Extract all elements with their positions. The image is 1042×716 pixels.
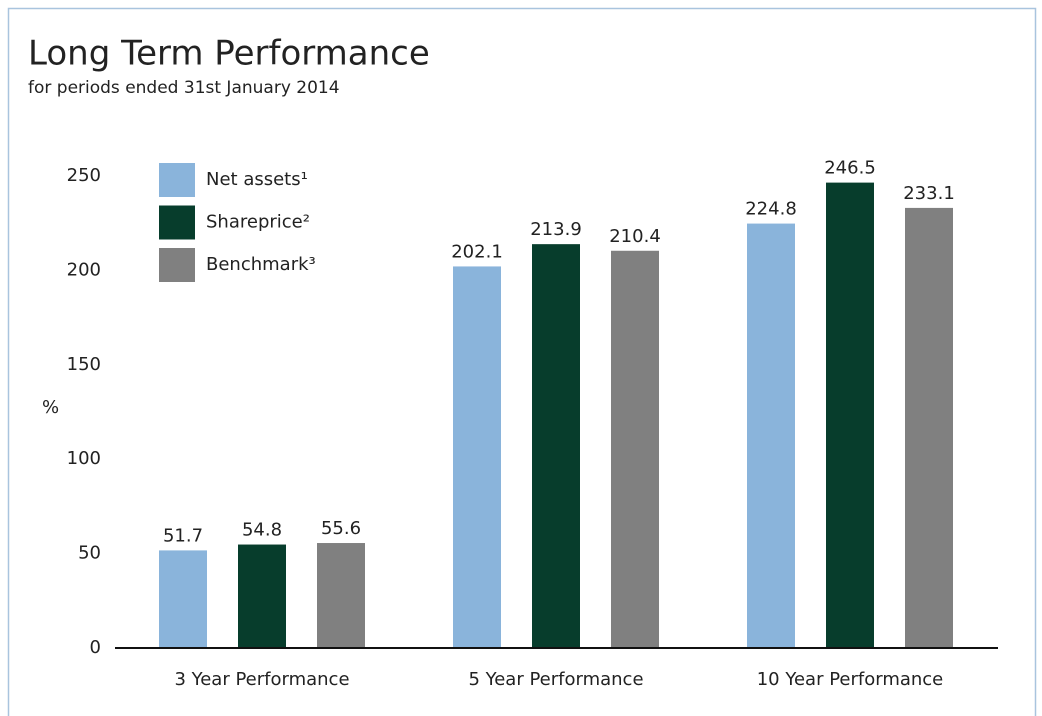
bar — [747, 223, 795, 648]
chart-subtitle: for periods ended 31st January 2014 — [28, 78, 340, 98]
value-label: 224.8 — [745, 199, 797, 220]
y-tick-label: 200 — [67, 259, 101, 280]
value-label: 213.9 — [530, 219, 582, 240]
x-tick-label: 5 Year Performance — [468, 669, 643, 690]
legend-swatch — [159, 248, 195, 282]
y-tick-label: 150 — [67, 354, 101, 375]
bar — [238, 544, 286, 648]
frame — [7, 7, 1037, 716]
legend-label: Shareprice² — [206, 212, 310, 233]
bar — [826, 182, 874, 648]
bar — [159, 550, 207, 648]
y-axis-label: % — [42, 397, 59, 418]
bar — [317, 543, 365, 648]
value-label: 54.8 — [242, 520, 282, 541]
value-label: 246.5 — [824, 158, 876, 179]
value-label: 55.6 — [321, 518, 361, 539]
bar — [453, 266, 501, 648]
x-tick-label: 10 Year Performance — [757, 669, 944, 690]
legend-label: Net assets¹ — [206, 169, 308, 190]
y-tick-label: 0 — [90, 637, 101, 658]
y-tick-label: 50 — [78, 543, 101, 564]
bar — [905, 207, 953, 648]
x-tick-label: 3 Year Performance — [174, 669, 349, 690]
value-label: 233.1 — [903, 183, 955, 204]
value-label: 210.4 — [609, 226, 661, 247]
y-tick-label: 100 — [67, 448, 101, 469]
bar — [532, 244, 580, 648]
legend-label: Benchmark³ — [206, 254, 316, 275]
chart-title: Long Term Performance — [28, 34, 430, 74]
legend-swatch — [159, 205, 195, 240]
y-tick-label: 250 — [67, 165, 101, 186]
bar — [611, 250, 659, 648]
value-label: 202.1 — [451, 241, 503, 262]
value-label: 51.7 — [163, 525, 203, 546]
legend-swatch — [159, 163, 195, 197]
